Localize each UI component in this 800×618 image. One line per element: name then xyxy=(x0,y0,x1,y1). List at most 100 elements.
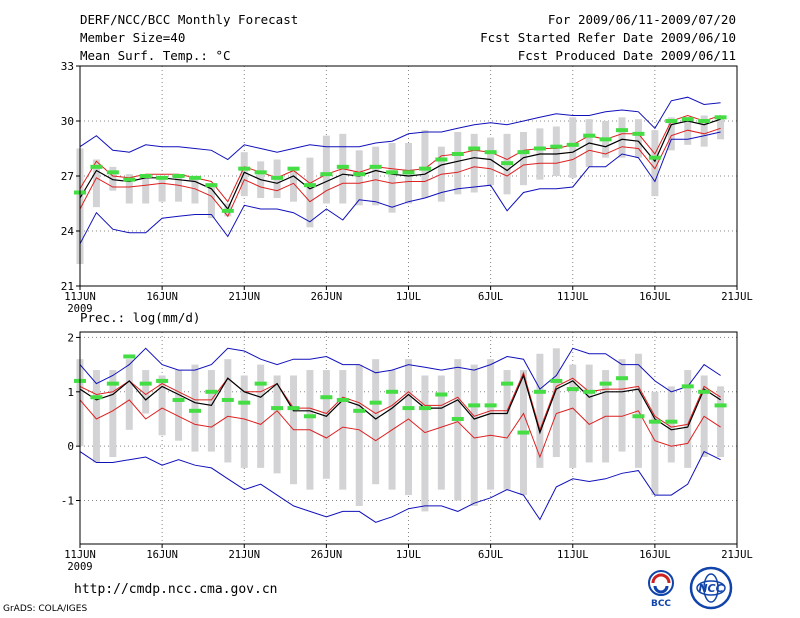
temp-ytick-label: 21 xyxy=(61,280,74,293)
temp-observed-marker xyxy=(451,152,464,156)
precip-ensemble-box xyxy=(470,364,478,506)
precip-observed-marker xyxy=(369,400,382,405)
temp-ensemble-box xyxy=(487,137,495,186)
temp-observed-marker xyxy=(468,146,481,151)
precip-ensemble-box xyxy=(339,370,347,490)
precip-panel-title: Prec.: log(mm/d) xyxy=(80,310,201,325)
precip-ensemble-box xyxy=(257,364,265,468)
footer-url[interactable]: http://cmdp.ncc.cma.gov.cn xyxy=(74,582,278,597)
start-refer-date: Fcst Started Refer Date 2009/06/10 xyxy=(480,30,736,45)
temp-ensemble-box xyxy=(322,135,330,204)
precip-ensemble-box xyxy=(454,359,462,501)
precip-observed-marker xyxy=(303,414,316,419)
precip-ensemble-box xyxy=(125,359,133,430)
precip-observed-marker xyxy=(648,419,661,424)
precip-observed-marker xyxy=(188,408,201,413)
grads-credit: GrADS: COLA/IGES xyxy=(3,604,88,614)
precip-ensemble-box xyxy=(355,364,363,506)
temp-xtick-label: 1JUL xyxy=(396,291,421,303)
temp-ensemble-box xyxy=(388,143,396,213)
precip-xtick-label: 11JUL xyxy=(557,549,589,561)
temp-observed-marker xyxy=(435,157,448,162)
precip-observed-marker xyxy=(566,387,579,392)
temp-observed-marker xyxy=(238,166,251,171)
precip-envelope-high-line xyxy=(79,347,721,393)
ncc-logo-text: NCC xyxy=(698,582,723,595)
precip-observed-marker xyxy=(254,381,267,386)
temp-ensemble-box xyxy=(717,115,725,140)
precip-observed-marker xyxy=(484,403,497,408)
precip-ensemble-box xyxy=(421,375,429,512)
precip-observed-marker xyxy=(353,408,366,413)
precip-ensemble-box xyxy=(684,370,692,468)
precip-ytick-label: 0 xyxy=(67,440,74,453)
temp-observed-marker xyxy=(369,164,382,169)
precip-observed-marker xyxy=(517,430,530,435)
temp-ensemble-box xyxy=(240,152,248,197)
temp-observed-marker xyxy=(271,175,284,180)
temp-observed-marker xyxy=(156,175,169,180)
bcc-logo-text: BCC xyxy=(651,599,671,608)
precip-observed-marker xyxy=(402,406,415,411)
chart-title: DERF/NCC/BCC Monthly Forecast xyxy=(80,12,299,27)
temp-xtick-label: 16JUL xyxy=(639,291,671,303)
precip-observed-marker xyxy=(386,389,399,394)
precip-xtick-year: 2009 xyxy=(67,561,92,573)
precip-observed-marker xyxy=(221,397,234,402)
temp-xtick-year: 2009 xyxy=(67,303,92,315)
precip-ensemble-box xyxy=(667,386,675,463)
temp-ensemble-box xyxy=(191,177,199,204)
temp-observed-marker xyxy=(698,119,711,123)
precip-observed-marker xyxy=(501,381,514,386)
temp-ytick-label: 30 xyxy=(61,115,74,128)
temp-observed-marker xyxy=(517,150,530,155)
temp-observed-marker xyxy=(221,208,234,213)
precip-ensemble-box xyxy=(536,353,544,468)
temp-observed-marker xyxy=(501,161,514,166)
temp-observed-marker xyxy=(566,142,579,147)
temp-band-high-line xyxy=(79,114,721,203)
temp-observed-marker xyxy=(599,137,612,142)
precip-xtick-label: 11JUN xyxy=(64,549,96,561)
temp-ensemble-box xyxy=(569,117,577,178)
precip-band-low-line xyxy=(79,399,721,459)
precip-ensemble-box xyxy=(109,370,117,458)
precip-observed-marker xyxy=(271,406,284,411)
temp-ensemble-box xyxy=(355,150,363,206)
temp-ensemble-box xyxy=(158,176,166,202)
precip-ensemble-box xyxy=(142,370,150,414)
temp-ensemble-box xyxy=(700,115,708,147)
temp-observed-marker xyxy=(550,144,563,149)
temp-ensemble-box xyxy=(175,177,183,202)
precip-observed-marker xyxy=(320,395,333,400)
precip-observed-marker xyxy=(172,397,185,402)
temp-observed-marker xyxy=(681,117,694,122)
forecast-period: For 2009/06/11-2009/07/20 xyxy=(547,12,736,27)
precip-ytick-label: 1 xyxy=(67,386,74,399)
temp-ytick-label: 27 xyxy=(61,170,74,183)
precip-observed-marker xyxy=(336,397,349,402)
variable-label: Mean Surf. Temp.: °C xyxy=(80,48,231,63)
temp-ensemble-box xyxy=(519,132,527,186)
precip-band-high-line xyxy=(79,371,721,432)
temp-observed-marker xyxy=(172,174,185,178)
member-size: Member Size=40 xyxy=(80,30,186,45)
temp-observed-marker xyxy=(106,170,119,175)
precip-observed-marker xyxy=(599,381,612,386)
precip-observed-marker xyxy=(665,419,678,424)
temp-ensemble-box xyxy=(667,117,675,151)
temp-xtick-label: 21JUN xyxy=(228,291,260,303)
precip-observed-marker xyxy=(468,403,481,408)
temp-ensemble-box xyxy=(109,166,117,191)
precip-ensemble-box xyxy=(372,359,380,485)
temp-ensemble-box xyxy=(651,130,659,197)
temp-ensemble-box xyxy=(454,132,462,195)
precip-ensemble-box xyxy=(569,364,577,468)
temp-xtick-label: 6JUL xyxy=(478,291,503,303)
precip-observed-marker xyxy=(106,381,119,386)
precip-observed-marker xyxy=(435,392,448,397)
temp-ensemble-box xyxy=(634,119,642,158)
temp-observed-marker xyxy=(402,170,415,175)
precip-ensemble-box xyxy=(322,370,330,479)
temp-ensemble-box xyxy=(372,146,380,206)
